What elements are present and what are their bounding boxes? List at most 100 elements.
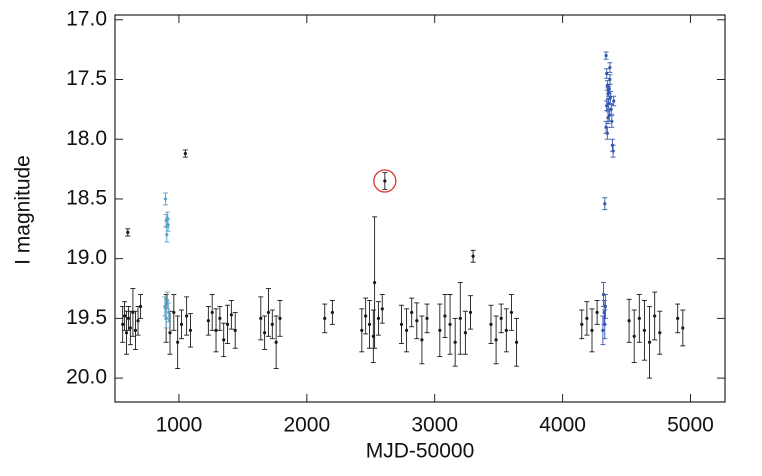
- data-point: [166, 223, 170, 227]
- y-tick-label: 19.0: [66, 246, 107, 269]
- data-point: [658, 331, 662, 335]
- data-point: [494, 338, 498, 342]
- data-point: [222, 338, 226, 342]
- x-tick-label: 3000: [411, 414, 458, 437]
- data-point: [504, 328, 508, 332]
- data-point: [371, 334, 375, 338]
- data-point: [124, 331, 129, 335]
- data-point: [229, 313, 233, 317]
- data-point: [376, 316, 381, 320]
- data-point: [612, 99, 616, 103]
- data-point: [420, 338, 424, 342]
- data-point: [165, 298, 170, 303]
- data-point: [676, 316, 680, 320]
- data-point: [642, 328, 647, 332]
- data-point: [681, 326, 685, 330]
- y-tick-label: 18.0: [66, 127, 107, 150]
- data-point: [330, 310, 335, 315]
- data-point: [128, 326, 132, 330]
- data-point: [138, 304, 143, 309]
- data-point: [499, 316, 503, 320]
- data-point: [225, 322, 230, 326]
- y-tick-label: 18.5: [66, 186, 107, 209]
- data-point: [627, 319, 631, 323]
- data-point: [603, 202, 607, 206]
- data-point: [133, 328, 138, 332]
- data-point: [438, 328, 442, 332]
- data-point: [214, 328, 218, 332]
- data-point: [611, 149, 615, 153]
- data-point: [509, 310, 514, 315]
- data-point: [188, 328, 193, 332]
- data-point: [605, 131, 609, 135]
- data-point: [443, 314, 447, 318]
- plot-frame: [114, 14, 726, 403]
- data-point: [399, 322, 404, 326]
- data-point: [463, 331, 467, 335]
- y-tick-label: 17.0: [66, 7, 107, 30]
- data-point: [415, 319, 419, 323]
- data-point: [176, 340, 180, 344]
- data-point: [458, 316, 462, 320]
- data-point: [126, 316, 131, 320]
- data-point: [383, 179, 387, 183]
- data-point: [580, 322, 584, 326]
- data-point: [165, 233, 169, 237]
- data-point: [471, 254, 475, 258]
- data-point: [610, 119, 614, 123]
- data-point: [603, 322, 607, 326]
- y-tick-label: 17.5: [66, 67, 107, 90]
- data-point: [259, 316, 263, 320]
- data-point: [367, 322, 372, 326]
- highlight-ring: [373, 169, 397, 193]
- data-point: [637, 316, 641, 320]
- data-point: [263, 331, 267, 335]
- data-point: [168, 331, 172, 335]
- y-axis-label: I magnitude: [12, 155, 35, 265]
- x-axis-label: MJD-50000: [366, 440, 475, 463]
- data-point: [136, 319, 140, 323]
- data-point: [468, 310, 473, 315]
- data-point: [172, 310, 176, 315]
- x-tick-label: 2000: [283, 414, 330, 437]
- data-point: [605, 104, 609, 108]
- data-point: [270, 322, 274, 326]
- data-point: [514, 340, 519, 344]
- data-point: [609, 107, 613, 111]
- data-point: [126, 230, 130, 234]
- data-point: [163, 197, 168, 201]
- data-point: [185, 314, 189, 318]
- data-point: [210, 310, 214, 315]
- data-point: [167, 310, 171, 315]
- data-point: [278, 316, 282, 320]
- data-point: [233, 328, 237, 332]
- data-point: [653, 314, 657, 318]
- data-point: [595, 310, 599, 315]
- data-point: [266, 310, 271, 315]
- x-tick-label: 4000: [539, 414, 586, 437]
- data-point: [590, 328, 594, 332]
- data-point: [380, 307, 384, 311]
- data-point: [607, 87, 611, 91]
- data-point: [373, 280, 377, 285]
- data-point: [163, 304, 167, 309]
- data-point: [606, 116, 610, 120]
- data-point: [410, 310, 414, 315]
- data-point: [183, 151, 187, 156]
- data-point: [206, 319, 210, 323]
- data-point: [404, 328, 409, 332]
- data-point: [218, 316, 222, 320]
- x-tick-label: 5000: [667, 414, 714, 437]
- data-point: [122, 314, 127, 318]
- data-point: [647, 340, 652, 344]
- data-point: [632, 334, 636, 338]
- data-point: [603, 304, 608, 309]
- data-point: [179, 322, 184, 326]
- data-point: [448, 322, 452, 326]
- y-tick-label: 19.5: [66, 306, 107, 329]
- data-point: [453, 340, 457, 344]
- data-point: [121, 322, 125, 326]
- y-tick-label: 20.0: [66, 366, 107, 389]
- data-point: [489, 322, 493, 326]
